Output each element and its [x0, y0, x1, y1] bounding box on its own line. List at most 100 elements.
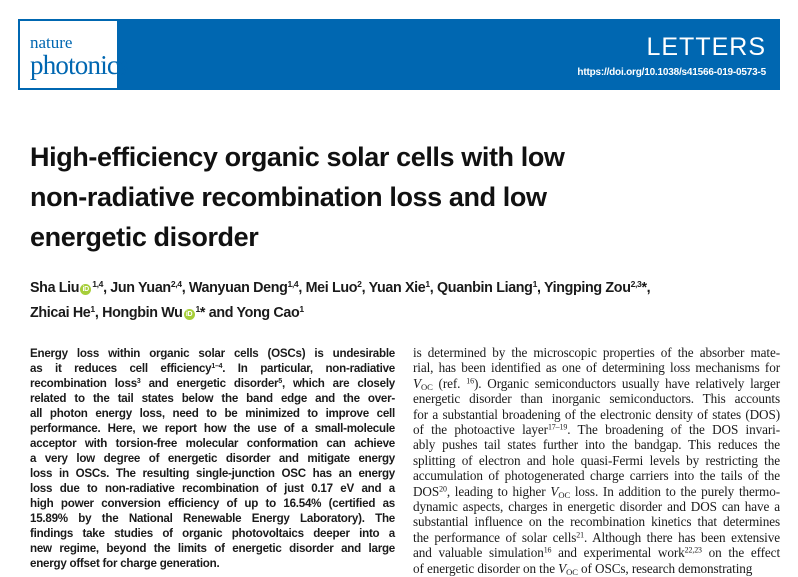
text-segment: DOS — [413, 483, 440, 499]
text-line: energetic disorder than inorganic semico… — [413, 391, 780, 406]
text-segment: . In particular, non-radiative — [222, 362, 396, 375]
text-segment: V — [413, 375, 421, 391]
text-segment: on the effect — [701, 545, 781, 561]
text-line: as it reduces cell efficiency1–4. In par… — [30, 361, 395, 376]
text-line: loss in OSCs. The resulting single-junct… — [30, 466, 395, 481]
text-segment: of energetic disorder on the — [413, 560, 559, 576]
article-title: High-efficiency organic solar cells with… — [30, 137, 730, 257]
superscript-ref: 1 — [90, 303, 95, 314]
text-segment: as it reduces cell efficiency — [30, 362, 212, 375]
text-line: VOC (ref. 16). Organic semiconductors us… — [413, 376, 780, 391]
superscript-ref: 2,4 — [170, 278, 182, 289]
logo-photonics: photonics — [30, 50, 129, 80]
logo-nature: nature — [30, 33, 73, 52]
orcid-icon[interactable]: iD — [80, 284, 92, 295]
text-line: a very low degree of energetic disorder … — [30, 451, 395, 466]
text-segment: energy offset for charge generation. — [30, 557, 220, 570]
text-segment: OC — [558, 489, 571, 500]
text-segment: and energetic disorder — [140, 377, 279, 390]
text-segment: related to the tail states below the ban… — [30, 392, 395, 405]
text-line: acceptor with torsion-free molecular con… — [30, 436, 395, 451]
text-line: high power conversion efficiency of up t… — [30, 496, 395, 511]
title-line: non-radiative recombination loss and low — [30, 182, 547, 212]
abstract: Energy loss within organic solar cells (… — [30, 346, 395, 571]
text-segment: findings take studies of organic photovo… — [30, 527, 395, 540]
superscript-ref: 2,3 — [630, 278, 642, 289]
superscript-ref: 1 — [425, 278, 430, 289]
text-line: related to the tail states below the ban… — [30, 391, 395, 406]
text-line: loss due to non-radiative recombination … — [30, 481, 395, 496]
text-segment: OC — [566, 566, 578, 577]
text-segment: of the photoactive layer — [413, 422, 548, 438]
text-segment: the performance of solar cells — [413, 529, 577, 545]
superscript-ref[interactable]: 22,23 — [684, 545, 702, 555]
text-line: rial, has been identified as one of dete… — [413, 360, 780, 375]
text-segment: and valuable simulation — [413, 545, 544, 561]
text-segment: energetic disorder than inorganic semico… — [413, 391, 780, 407]
text-segment: , Wanyuan Deng — [181, 280, 288, 296]
text-line: accumulation of photogenerated charge ca… — [413, 468, 780, 483]
superscript-ref[interactable]: 21 — [576, 530, 585, 540]
text-line: all photon energy loss, need to be minim… — [30, 406, 395, 421]
text-segment: *, — [641, 280, 651, 296]
text-segment: acceptor with torsion-free molecular con… — [30, 437, 395, 450]
text-segment: , Mei Luo — [298, 280, 358, 296]
superscript-ref: 1,4 — [287, 278, 299, 289]
text-line: of the photoactive layer17–19. The broad… — [413, 422, 780, 437]
text-segment: Energy loss within organic solar cells (… — [30, 347, 395, 360]
text-segment: V — [558, 560, 567, 576]
text-segment: Zhicai He — [30, 305, 91, 321]
text-line: findings take studies of organic photovo… — [30, 526, 395, 541]
superscript-ref[interactable]: 16 — [466, 376, 474, 386]
text-line: and valuable simulation16 and experiment… — [413, 545, 780, 560]
text-line: DOS20, leading to higher VOC loss. In ad… — [413, 484, 780, 499]
text-line: Sha Liu iD1,4, Jun Yuan2,4, Wanyuan Deng1… — [30, 276, 780, 301]
superscript-ref: 1 — [532, 278, 538, 289]
text-segment: loss due to non-radiative recombination … — [30, 482, 395, 495]
text-line: new regime, beyond the limits of energet… — [30, 541, 395, 556]
text-line: the performance of solar cells21. Althou… — [413, 530, 780, 545]
text-segment: high power conversion efficiency of up t… — [30, 497, 395, 510]
text-segment: Sha Liu — [30, 280, 80, 296]
text-line: of energetic disorder on the VOC of OSCs… — [413, 561, 780, 576]
text-segment: splitting of electron and hole quasi-Fer… — [413, 452, 780, 468]
text-line: is determined by the microscopic propert… — [413, 345, 780, 360]
superscript-ref[interactable]: 5 — [278, 377, 282, 385]
text-line: 15.89% by the National Renewable Energy … — [30, 511, 395, 526]
doi-link[interactable]: https://doi.org/10.1038/s41566-019-0573-… — [577, 67, 766, 78]
article-type: LETTERS — [646, 33, 766, 61]
title-line: energetic disorder — [30, 222, 259, 252]
superscript-ref[interactable]: 3 — [136, 377, 141, 385]
text-segment: 15.89% by the National Renewable Energy … — [30, 512, 395, 525]
text-segment: loss in OSCs. The resulting single-junct… — [30, 467, 395, 480]
text-segment: and experimental work — [551, 545, 685, 561]
author-list: Sha Liu iD1,4, Jun Yuan2,4, Wanyuan Deng1… — [30, 276, 780, 326]
text-segment: . Although there has been extensive — [584, 529, 780, 545]
text-segment: loss. In addition to the purely thermo- — [570, 483, 780, 499]
text-segment: all photon energy loss, need to be minim… — [30, 407, 395, 420]
text-line: Zhicai He1, Hongbin Wu iD1* and Yong Cao1 — [30, 301, 780, 326]
superscript-ref[interactable]: 16 — [543, 545, 552, 555]
superscript-ref[interactable]: 17–19 — [547, 422, 568, 432]
superscript-ref: 1 — [195, 303, 201, 314]
text-segment: for a substantial broadening of the elec… — [413, 406, 780, 422]
text-segment: OC — [420, 381, 433, 392]
text-segment: rial, has been identified as one of dete… — [413, 360, 780, 376]
text-line: ably pushes tail states further into the… — [413, 437, 780, 452]
superscript-ref[interactable]: 20 — [439, 483, 447, 493]
text-segment: new regime, beyond the limits of energet… — [30, 542, 395, 555]
text-segment: , Yingping Zou — [537, 280, 631, 296]
orcid-icon[interactable]: iD — [183, 309, 195, 320]
text-segment: . The broadening of the DOS invari- — [567, 422, 780, 438]
text-segment: * and Yong Cao — [199, 305, 300, 321]
title-line: High-efficiency organic solar cells with… — [30, 142, 565, 172]
superscript-ref[interactable]: 1–4 — [211, 362, 223, 370]
text-segment: a very low degree of energetic disorder … — [30, 452, 395, 465]
superscript-ref: 1,4 — [92, 278, 104, 289]
journal-header-band: nature photonics LETTERS https://doi.org… — [18, 19, 780, 90]
text-segment: ). Organic semiconductors usually have r… — [473, 375, 781, 391]
text-line: dynamic aspects, charges in energetic di… — [413, 499, 780, 514]
journal-logo[interactable]: nature photonics — [20, 21, 129, 88]
text-segment: dynamic aspects, charges in energetic di… — [413, 499, 780, 515]
text-segment: , Jun Yuan — [103, 280, 171, 296]
